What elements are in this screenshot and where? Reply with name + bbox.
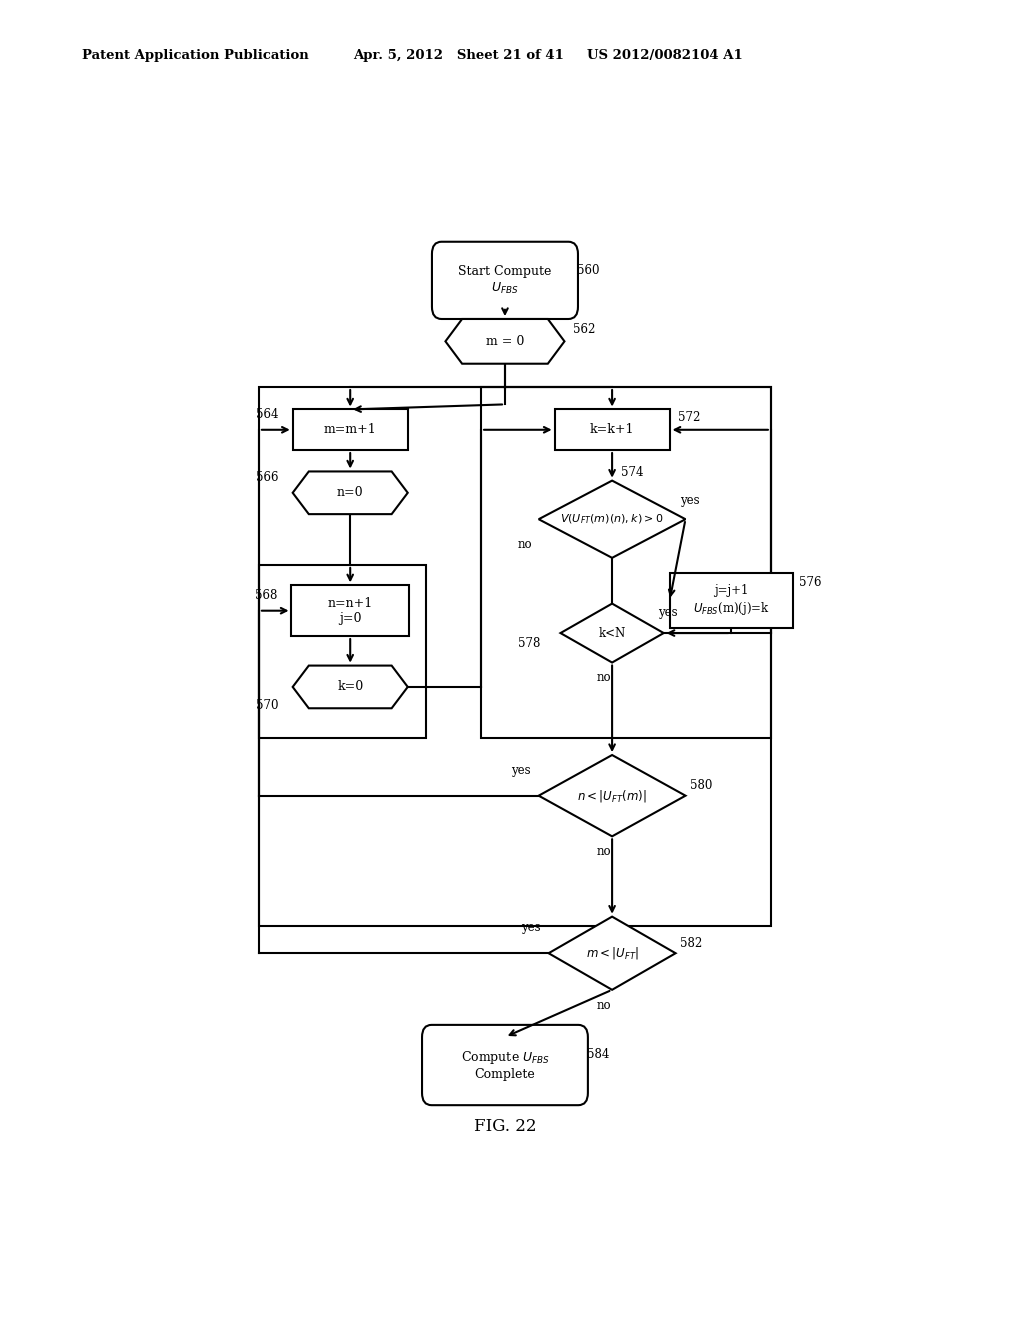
Polygon shape (560, 603, 664, 663)
Text: 584: 584 (587, 1048, 609, 1061)
Text: Compute $U_{FBS}$
Complete: Compute $U_{FBS}$ Complete (461, 1049, 550, 1081)
Text: 564: 564 (256, 408, 279, 421)
Text: 574: 574 (621, 466, 643, 479)
Bar (292, 585, 409, 636)
Bar (293, 409, 408, 450)
Bar (670, 573, 793, 628)
Polygon shape (293, 471, 408, 515)
Text: 578: 578 (518, 636, 541, 649)
Bar (481, 387, 771, 738)
Text: no: no (597, 845, 611, 858)
Text: m=m+1: m=m+1 (324, 424, 377, 437)
Text: no: no (597, 998, 611, 1011)
Text: n=n+1
j=0: n=n+1 j=0 (328, 597, 373, 624)
Text: 566: 566 (256, 471, 279, 484)
Text: k=0: k=0 (337, 680, 364, 693)
Polygon shape (549, 916, 676, 990)
Text: k=k+1: k=k+1 (590, 424, 634, 437)
Text: no: no (518, 539, 532, 552)
Text: no: no (597, 672, 611, 684)
Polygon shape (445, 319, 564, 364)
Text: j=j+1
$U_{FBS}$(m)(j)=k: j=j+1 $U_{FBS}$(m)(j)=k (693, 585, 769, 616)
Bar (259, 387, 771, 925)
Text: Start Compute
$U_{FBS}$: Start Compute $U_{FBS}$ (459, 265, 552, 296)
Text: yes: yes (521, 921, 541, 935)
Text: $n<|U_{FT}(m)|$: $n<|U_{FT}(m)|$ (578, 788, 647, 804)
Text: m = 0: m = 0 (485, 335, 524, 348)
Text: 576: 576 (799, 576, 821, 589)
FancyBboxPatch shape (422, 1024, 588, 1105)
Text: FIG. 22: FIG. 22 (474, 1118, 537, 1134)
Text: 582: 582 (680, 937, 702, 949)
Text: 568: 568 (255, 589, 278, 602)
Text: yes: yes (657, 606, 678, 619)
Polygon shape (539, 480, 685, 558)
Text: k<N: k<N (598, 627, 626, 640)
Text: 580: 580 (690, 779, 713, 792)
Text: $m<|U_{FT}|$: $m<|U_{FT}|$ (586, 945, 639, 961)
Polygon shape (539, 755, 685, 837)
Text: yes: yes (511, 764, 530, 776)
Text: n=0: n=0 (337, 486, 364, 499)
Text: 560: 560 (578, 264, 599, 277)
Text: 570: 570 (256, 698, 279, 711)
Text: 562: 562 (573, 322, 596, 335)
Polygon shape (293, 665, 408, 709)
Bar (555, 409, 670, 450)
FancyBboxPatch shape (432, 242, 578, 319)
Text: 572: 572 (678, 411, 700, 424)
Bar (259, 565, 426, 738)
Text: yes: yes (680, 495, 699, 507)
Text: Apr. 5, 2012   Sheet 21 of 41     US 2012/0082104 A1: Apr. 5, 2012 Sheet 21 of 41 US 2012/0082… (353, 49, 743, 62)
Text: Patent Application Publication: Patent Application Publication (82, 49, 308, 62)
Text: $V(U_{FT}(m)(n),k)>0$: $V(U_{FT}(m)(n),k)>0$ (560, 512, 664, 527)
